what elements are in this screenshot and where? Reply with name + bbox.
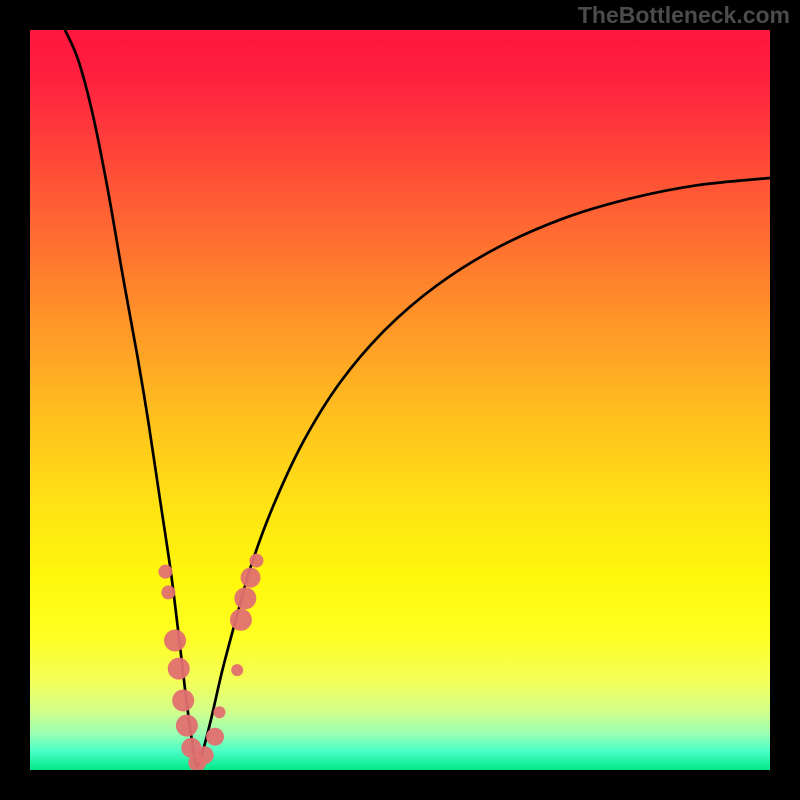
watermark-label: TheBottleneck.com [578,2,790,29]
marker-dot [164,630,186,652]
marker-group [158,554,263,770]
marker-dot [176,715,198,737]
marker-dot [158,565,172,579]
marker-dot [172,689,194,711]
marker-dot [234,587,256,609]
marker-dot [196,746,214,764]
marker-dot [249,554,263,568]
bottleneck-curve [30,30,770,767]
marker-dot [231,664,243,676]
marker-dot [241,568,261,588]
marker-dot [161,585,175,599]
outer-frame: TheBottleneck.com [0,0,800,800]
marker-dot [230,609,252,631]
marker-dot [213,706,225,718]
plot-area [30,30,770,770]
marker-dot [206,728,224,746]
chart-svg [30,30,770,770]
marker-dot [168,658,190,680]
